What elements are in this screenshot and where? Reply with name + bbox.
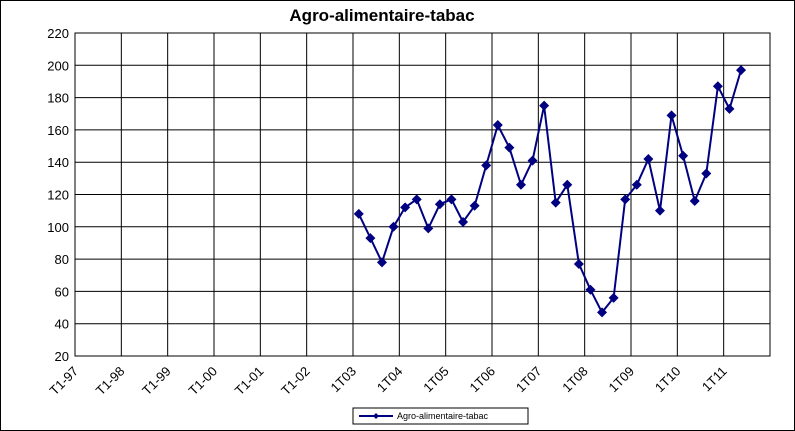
marker xyxy=(492,120,503,131)
marker xyxy=(539,100,550,111)
y-tick-label: 120 xyxy=(47,188,69,203)
marker xyxy=(608,292,619,303)
y-tick-label: 220 xyxy=(47,26,69,41)
y-tick-label: 160 xyxy=(47,123,69,138)
marker xyxy=(365,233,376,244)
marker xyxy=(411,194,422,205)
y-tick-label: 140 xyxy=(47,155,69,170)
y-tick-label: 20 xyxy=(55,349,69,364)
marker xyxy=(573,258,584,269)
marker xyxy=(527,155,538,166)
marker xyxy=(654,205,665,216)
marker xyxy=(423,223,434,234)
marker xyxy=(515,179,526,190)
marker xyxy=(724,103,735,114)
marker xyxy=(712,81,723,92)
marker xyxy=(446,194,457,205)
legend-marker xyxy=(373,413,379,419)
marker xyxy=(400,202,411,213)
marker xyxy=(631,179,642,190)
marker xyxy=(481,160,492,171)
marker xyxy=(376,257,387,268)
marker xyxy=(620,194,631,205)
chart-title: Agro-alimentaire-tabac xyxy=(289,6,474,25)
y-tick-label: 60 xyxy=(55,284,69,299)
y-tick-label: 100 xyxy=(47,220,69,235)
marker xyxy=(434,199,445,210)
marker xyxy=(585,284,596,295)
marker xyxy=(550,197,561,208)
y-tick-label: 80 xyxy=(55,252,69,267)
legend-box xyxy=(352,407,529,425)
marker xyxy=(469,200,480,211)
marker xyxy=(388,221,399,232)
marker xyxy=(736,65,747,76)
legend-label: Agro-alimentaire-tabac xyxy=(397,411,489,421)
marker xyxy=(458,216,469,227)
marker xyxy=(353,208,364,219)
marker xyxy=(666,110,677,121)
series-line xyxy=(357,69,742,315)
y-tick-label: 40 xyxy=(55,317,69,332)
marker xyxy=(678,150,689,161)
marker xyxy=(689,195,700,206)
marker xyxy=(643,153,654,164)
marker xyxy=(597,307,608,318)
marker xyxy=(701,168,712,179)
marker xyxy=(562,179,573,190)
y-tick-label: 180 xyxy=(47,91,69,106)
y-tick-label: 200 xyxy=(47,58,69,73)
marker xyxy=(504,142,515,153)
